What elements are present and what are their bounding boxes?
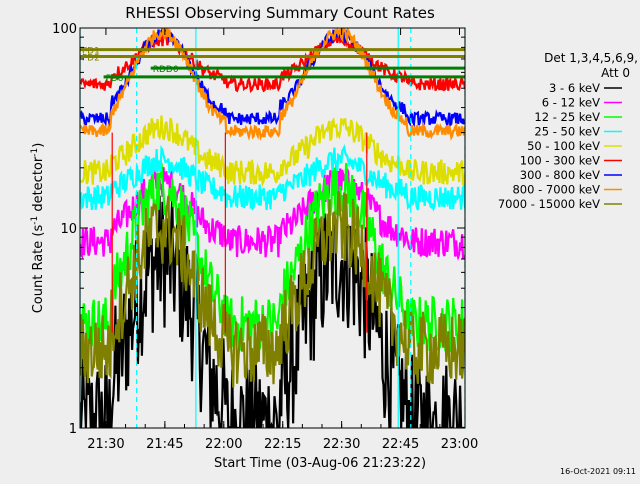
legend-label-6: 300 - 800 keV [520, 168, 600, 182]
legend-label-3: 25 - 50 keV [534, 125, 600, 139]
y-label-sup1: -1 [30, 216, 40, 225]
legend-attenuator: Att 0 [601, 66, 630, 80]
x-tick-label-5: 22:45 [382, 437, 419, 452]
y-label-sup2: -1 [30, 148, 40, 157]
x-tick-label-3: 22:15 [264, 437, 301, 452]
y-tick-label-2: 100 [52, 22, 77, 37]
series-line-0 [80, 195, 465, 428]
legend-label-4: 50 - 100 keV [527, 139, 600, 153]
flag-label-1: FD2 [82, 54, 100, 64]
series-line-7 [80, 28, 465, 142]
series-line-8 [80, 190, 465, 388]
timestamp: 16-Oct-2021 09:11 [560, 467, 636, 476]
flag-label-3: FD6 [106, 74, 124, 84]
y-label-end: ) [31, 143, 46, 148]
x-tick-label-1: 21:45 [146, 437, 183, 452]
y-tick-label-1: 10 [60, 222, 77, 237]
y-tick-label-0: 1 [69, 422, 77, 437]
series-line-1 [80, 167, 465, 261]
x-tick-label-4: 22:30 [323, 437, 360, 452]
x-tick-label-0: 21:30 [87, 437, 124, 452]
legend-label-7: 800 - 7000 keV [512, 183, 600, 197]
flag-label-0: FD1 [82, 47, 100, 57]
x-tick-label-2: 22:00 [205, 437, 242, 452]
y-axis-label: Count Rate (s-1 detector-1) [30, 143, 46, 314]
legend-label-8: 7000 - 15000 keV [498, 197, 600, 211]
series-line-3 [80, 144, 465, 212]
tick-layer: 21:30 21:45 22:00 22:15 22:30 22:45 23:00 1 10 10… [52, 22, 478, 452]
chart-title: RHESSI Observing Summary Count Rates [125, 4, 435, 22]
y-label-main: Count Rate (s [31, 225, 46, 314]
legend-label-2: 12 - 25 keV [534, 110, 600, 124]
series-line-6 [80, 28, 465, 128]
legend-detectors: Det 1,3,4,5,6,9, [544, 51, 638, 65]
x-tick-label-6: 23:00 [441, 437, 478, 452]
flag-label-2: RDD0 [153, 65, 179, 75]
x-axis-label: Start Time (03-Aug-06 21:23:22) [214, 456, 426, 471]
legend-label-5: 100 - 300 keV [520, 154, 600, 168]
series-line-4 [80, 115, 465, 188]
legend-label-1: 6 - 12 keV [542, 96, 600, 110]
legend-label-0: 3 - 6 keV [549, 81, 600, 95]
y-label-mid: detector [31, 156, 46, 216]
